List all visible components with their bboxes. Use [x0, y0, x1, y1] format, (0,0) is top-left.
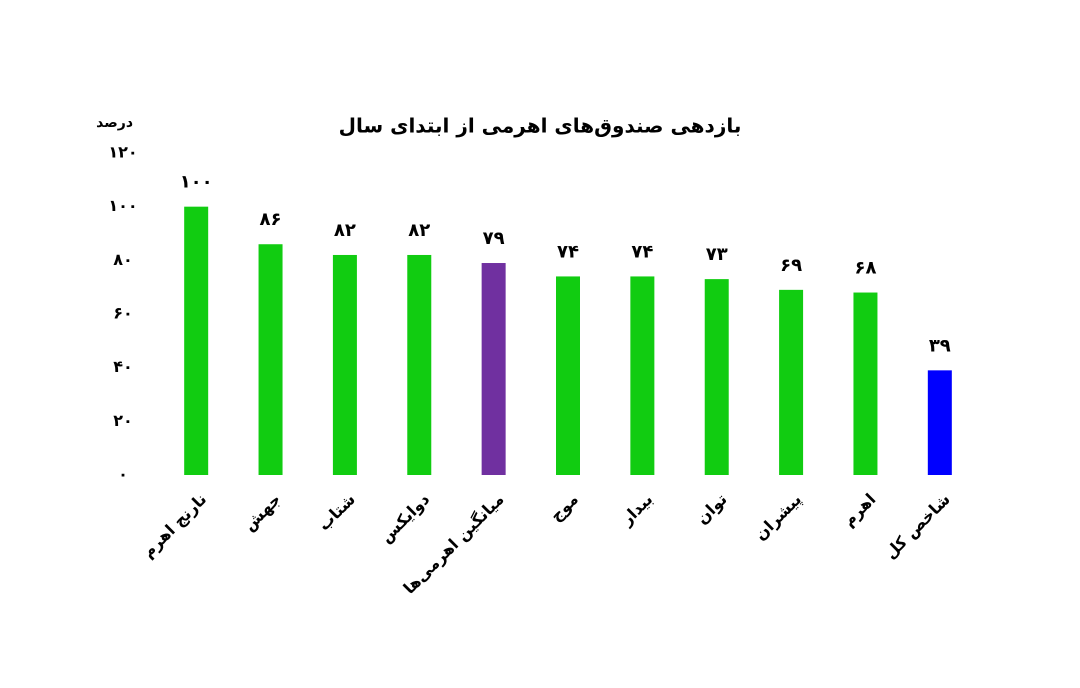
bar: [184, 206, 209, 475]
x-tick-label: توان: [692, 490, 730, 528]
bar: [556, 276, 580, 475]
value-label: ۷۹: [483, 228, 505, 249]
y-tick-label: ۸۰: [113, 250, 133, 269]
bar: [258, 244, 283, 475]
value-label: ۸۲: [334, 220, 356, 241]
x-tick-label: پیشران: [751, 490, 806, 545]
x-tick-label: شاخص کل: [881, 490, 954, 563]
bar: [853, 292, 878, 475]
bar: [407, 254, 432, 475]
value-label: ۸۲: [408, 220, 430, 241]
x-tick-label: شتاب: [314, 490, 359, 535]
bar: [927, 370, 952, 475]
bar: [630, 276, 655, 475]
value-label: ۶۸: [854, 258, 876, 279]
x-tick-label: جهش: [239, 490, 284, 535]
y-tick-label: ۶۰: [113, 304, 133, 323]
value-label: ۸۶: [260, 209, 282, 230]
x-tick-label: موج: [546, 490, 582, 526]
y-tick-label: ۰: [118, 465, 128, 484]
y-tick-label: ۴۰: [113, 357, 133, 376]
bar: [779, 289, 804, 475]
value-label: ۷۳: [706, 244, 728, 265]
value-label: ۷۴: [631, 241, 653, 262]
y-tick-label: ۱۲۰: [108, 143, 137, 162]
value-label: ۳۹: [929, 335, 951, 356]
x-tick-label: بیدار: [616, 490, 656, 530]
bar: [332, 254, 357, 475]
y-tick-label: ۲۰: [113, 411, 133, 430]
bar: [704, 279, 729, 475]
y-tick-label: ۱۰۰: [108, 196, 137, 215]
bar: [481, 263, 506, 475]
y-axis-label: درصد: [96, 115, 133, 131]
value-label: ۷۴: [557, 241, 579, 262]
chart-title: بازدهی صندوق‌های اهرمی از ابتدای سال: [339, 114, 742, 138]
value-label: ۶۹: [780, 255, 802, 276]
x-tick-label: نارنج اهرم: [138, 490, 210, 562]
value-label: ۱۰۰: [180, 172, 213, 193]
x-tick-label: دوایکس: [376, 490, 433, 547]
x-tick-label: اهرم: [839, 490, 879, 530]
